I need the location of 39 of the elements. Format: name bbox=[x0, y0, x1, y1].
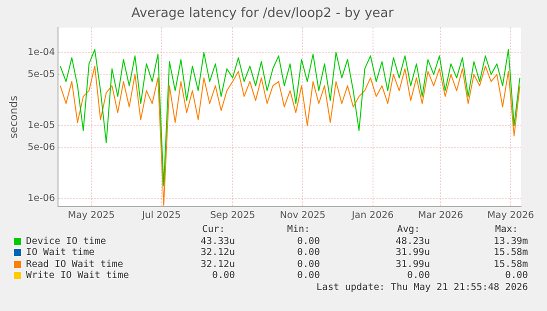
x-tick-label: Nov 2025 bbox=[280, 210, 326, 221]
text: 13.39m bbox=[494, 236, 528, 247]
text: 31.99u bbox=[396, 247, 430, 258]
y-tick-label: 1e-06 bbox=[28, 192, 56, 204]
legend-label: Write IO Wait time bbox=[26, 270, 129, 282]
text: 0.00 bbox=[505, 270, 528, 282]
x-tick-label: Sep 2025 bbox=[210, 210, 256, 221]
text: Cur: bbox=[202, 224, 225, 235]
text: 48.23u bbox=[396, 236, 430, 247]
legend-label: Device IO time bbox=[26, 236, 106, 247]
x-tick-label: May 2026 bbox=[487, 210, 534, 221]
text: Max: bbox=[495, 224, 518, 235]
text: Avg: bbox=[397, 224, 420, 235]
text: 0.00 bbox=[297, 236, 320, 247]
text: 32.12u bbox=[200, 247, 235, 258]
text: 31.99u bbox=[396, 258, 430, 270]
y-tick-label: 5e-05 bbox=[28, 68, 56, 80]
text: 0.00 bbox=[297, 247, 320, 258]
text: 32.12u bbox=[200, 258, 235, 270]
x-tick-label: May 2025 bbox=[68, 210, 115, 221]
legend-label: IO Wait time bbox=[26, 247, 95, 258]
text: 0.00 bbox=[212, 270, 235, 282]
text: 15.58m bbox=[494, 247, 528, 258]
y-tick-label: 1e-04 bbox=[28, 47, 56, 58]
x-tick-label: Jan 2026 bbox=[350, 210, 394, 221]
x-tick-label: Mar 2026 bbox=[418, 210, 464, 221]
y-tick-label: 5e-06 bbox=[28, 142, 56, 153]
y-tick-label: 1e-05 bbox=[28, 120, 56, 131]
chart-title: Average latency for /dev/loop2 - by year bbox=[131, 6, 394, 22]
legend-label: Read IO Wait time bbox=[26, 258, 124, 270]
text: 15.58m bbox=[494, 258, 528, 270]
x-tick-label: Jul 2025 bbox=[141, 210, 181, 221]
text: 0.00 bbox=[297, 270, 320, 282]
text: 0.00 bbox=[297, 258, 320, 270]
text: 43.33u bbox=[200, 236, 235, 247]
text: Min: bbox=[287, 224, 310, 235]
y-axis-title: seconds bbox=[8, 96, 20, 139]
text: 0.00 bbox=[407, 270, 430, 282]
text: Last update: Thu May 21 21:55:48 2026 bbox=[316, 282, 528, 293]
